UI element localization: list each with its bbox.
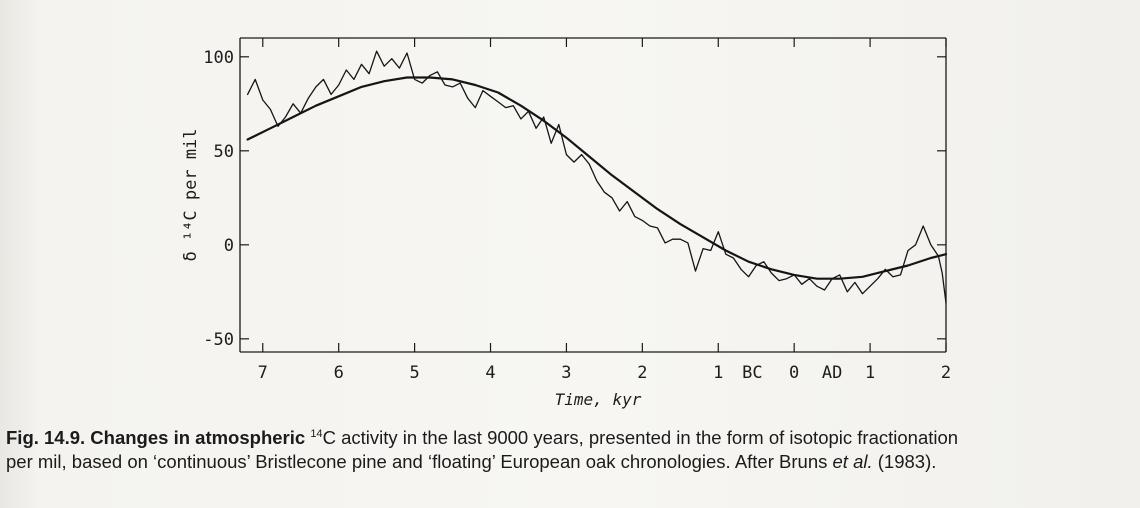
x-era-label: BC: [742, 363, 762, 383]
x-tick-label: 1: [865, 363, 875, 383]
caption-line-1: Fig. 14.9. Changes in atmospheric 14C ac…: [6, 426, 1140, 450]
y-tick-label: 0: [224, 236, 234, 256]
caption-line-2-end: (1983).: [872, 451, 937, 472]
caption-superscript: 14: [310, 427, 323, 440]
x-tick-label: 6: [334, 363, 344, 383]
caption-line-1-text: C activity in the last 9000 years, prese…: [322, 427, 959, 448]
series: [246, 50, 948, 304]
tick-labels: 7 6 5 4 3 2 1 0 1 2 BC AD 100 50 0 -50: [203, 48, 951, 383]
x-tick-label: 5: [409, 363, 419, 383]
caption-prefix: Fig. 14.9. Changes in atmospheric: [6, 427, 311, 448]
y-tick-label: 100: [203, 48, 234, 68]
caption-et-al: et al.: [832, 451, 873, 472]
x-tick-label: 2: [941, 363, 951, 383]
x-tick-label: 2: [637, 363, 647, 383]
series-line-measured: [246, 50, 947, 304]
tick-marks: [240, 38, 947, 352]
x-tick-label: 3: [561, 363, 571, 383]
figure-caption: Fig. 14.9. Changes in atmospheric 14C ac…: [6, 426, 1140, 474]
x-tick-label: 4: [485, 363, 495, 383]
x-tick-label: 0: [789, 363, 799, 383]
delta-14c-chart: 7 6 5 4 3 2 1 0 1 2 BC AD 100 50 0 -50 Time, kyr δ ¹⁴C …: [181, 37, 951, 409]
x-axis-label: Time, kyr: [555, 390, 642, 409]
axes: [239, 37, 947, 353]
y-tick-label: -50: [203, 330, 234, 350]
x-era-label: AD: [822, 363, 842, 383]
series-line-trend: [246, 76, 948, 280]
caption-line-2: per mil, based on ‘continuous’ Bristleco…: [6, 450, 1140, 474]
x-tick-label: 7: [258, 363, 268, 383]
x-tick-label: 1: [713, 363, 723, 383]
y-tick-label: 50: [214, 142, 234, 162]
caption-line-2-text: per mil, based on ‘continuous’ Bristleco…: [6, 451, 833, 472]
y-axis-label: δ ¹⁴C per mil: [181, 128, 201, 261]
